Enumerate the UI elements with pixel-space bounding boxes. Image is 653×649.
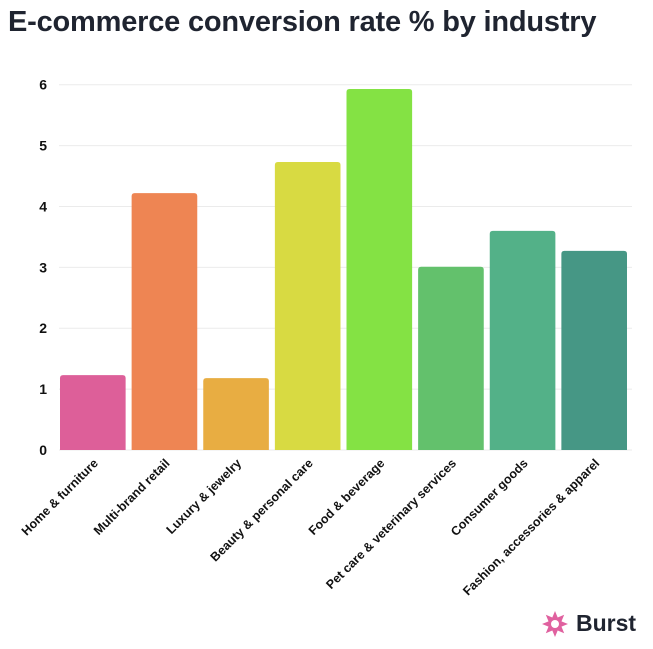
x-tick-label: Multi-brand retail: [91, 456, 173, 538]
x-tick-label: Fashion, accessories & apparel: [460, 456, 602, 598]
x-tick-label: Luxury & jewelry: [164, 456, 245, 537]
chart-title: E-commerce conversion rate % by industry: [8, 6, 597, 38]
bar: [131, 193, 198, 450]
y-tick-label: 6: [39, 77, 47, 93]
bar: [60, 375, 126, 450]
y-tick-label: 2: [39, 320, 47, 336]
bar: [274, 162, 341, 450]
x-tick-label: Pet care & veterinary services: [323, 456, 459, 592]
x-tick-label: Consumer goods: [448, 456, 531, 539]
brand-name: Burst: [576, 610, 637, 636]
bar: [561, 250, 627, 450]
y-tick-label: 5: [39, 138, 47, 154]
y-tick-label: 0: [39, 442, 47, 458]
bar: [489, 230, 556, 450]
burst-star-icon: [542, 610, 568, 637]
bar: [346, 88, 413, 451]
burst-logo: Burst: [542, 610, 636, 637]
x-tick-label: Food & beverage: [306, 456, 388, 538]
y-tick-label: 3: [39, 259, 47, 275]
x-tick-label: Home & furniture: [19, 456, 101, 538]
y-tick-label: 1: [39, 381, 47, 397]
bar: [203, 378, 269, 450]
y-tick-label: 4: [39, 198, 47, 214]
bar: [418, 266, 484, 450]
